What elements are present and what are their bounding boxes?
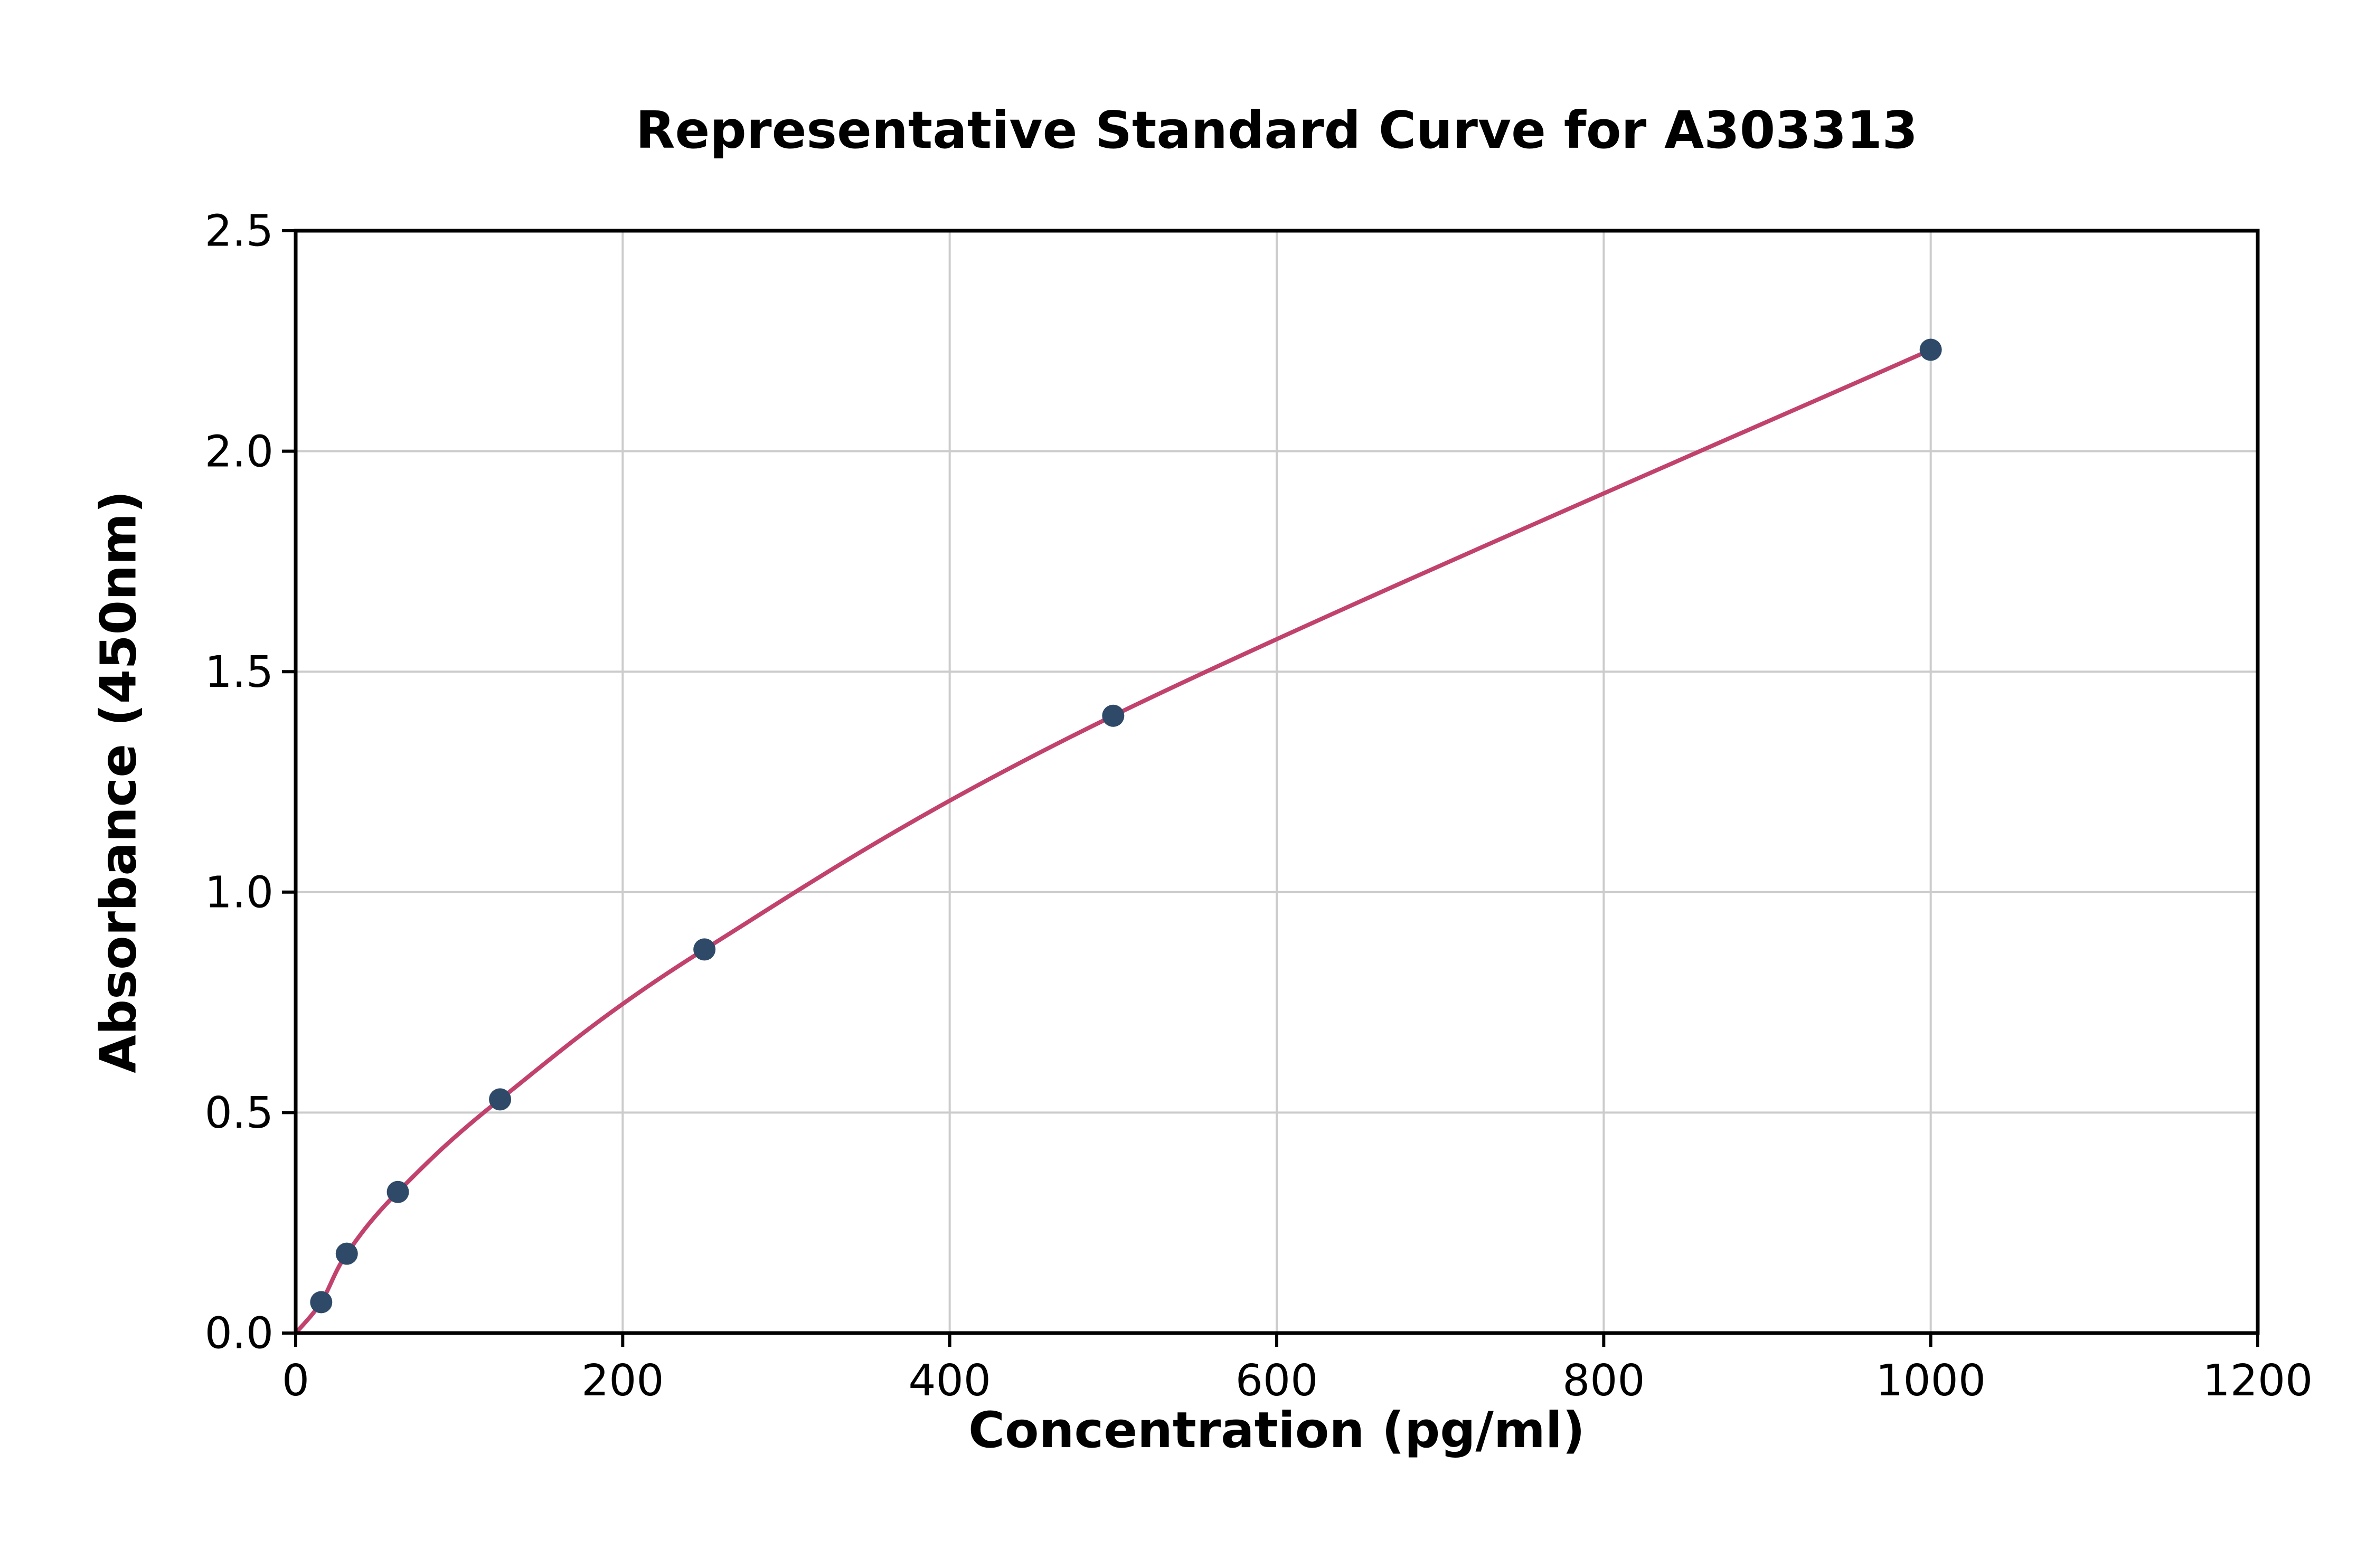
y-tick-label: 2.0 bbox=[205, 427, 274, 477]
fitted-curve-path bbox=[294, 347, 1933, 1335]
data-point bbox=[489, 1088, 512, 1111]
plot-border bbox=[294, 229, 2260, 1335]
chart-title: Representative Standard Curve for A30331… bbox=[635, 100, 1918, 160]
y-tick-label: 0.0 bbox=[205, 1309, 274, 1359]
y-tick-label: 1.5 bbox=[205, 647, 274, 697]
x-tick-label: 1200 bbox=[2203, 1356, 2313, 1406]
x-tick-label: 400 bbox=[908, 1356, 991, 1406]
data-point bbox=[335, 1242, 358, 1265]
x-tick-label: 800 bbox=[1562, 1356, 1645, 1406]
x-tick-label: 1000 bbox=[1875, 1356, 1986, 1406]
data-point bbox=[1919, 338, 1942, 361]
x-tick-label: 600 bbox=[1236, 1356, 1318, 1406]
x-tick-label: 0 bbox=[282, 1356, 309, 1406]
data-point bbox=[310, 1291, 333, 1314]
data-point bbox=[693, 938, 716, 961]
data-point bbox=[1102, 704, 1125, 727]
y-tick-label: 1.0 bbox=[205, 868, 274, 918]
x-axis-label: Concentration (pg/ml) bbox=[968, 1402, 1585, 1459]
y-tick-label: 0.5 bbox=[205, 1088, 274, 1138]
y-tick-label: 2.5 bbox=[205, 206, 274, 257]
x-tick-label: 200 bbox=[581, 1356, 664, 1406]
data-point bbox=[386, 1180, 409, 1203]
